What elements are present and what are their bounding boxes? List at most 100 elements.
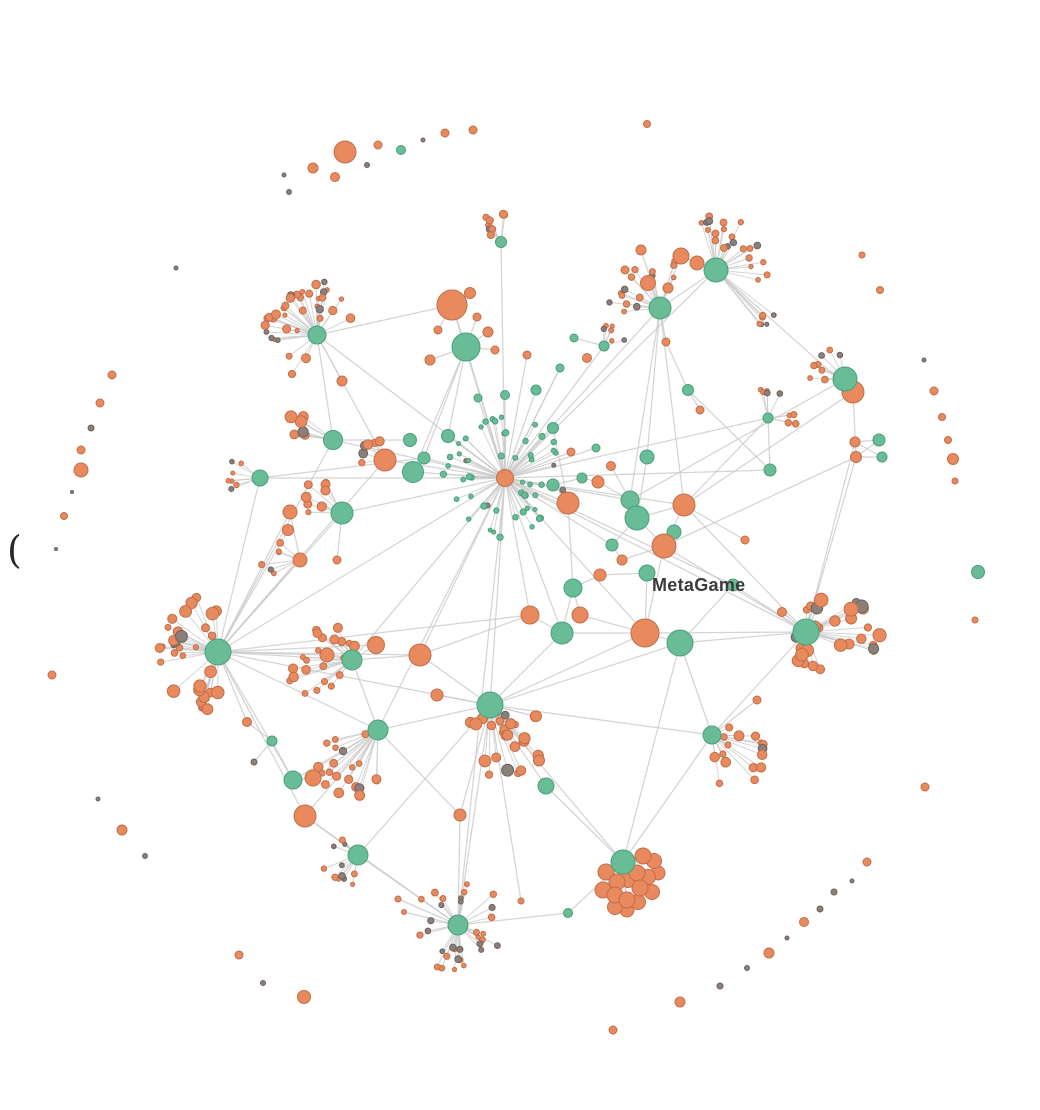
graph-node[interactable] xyxy=(608,1025,618,1035)
graph-node[interactable] xyxy=(569,333,579,343)
graph-node[interactable] xyxy=(250,758,258,766)
graph-node[interactable] xyxy=(632,302,641,311)
graph-node[interactable] xyxy=(251,469,269,487)
graph-node[interactable] xyxy=(364,162,370,168)
graph-node[interactable] xyxy=(282,504,298,520)
graph-node[interactable] xyxy=(716,982,724,990)
graph-node[interactable] xyxy=(242,717,252,727)
graph-node[interactable] xyxy=(563,578,583,598)
graph-node[interactable] xyxy=(424,927,432,935)
graph-node[interactable] xyxy=(501,729,514,741)
graph-node[interactable] xyxy=(285,293,296,303)
graph-node[interactable] xyxy=(476,691,504,719)
graph-node[interactable] xyxy=(420,137,426,143)
graph-node[interactable] xyxy=(725,723,734,732)
graph-node[interactable] xyxy=(491,418,499,425)
graph-node[interactable] xyxy=(173,265,179,271)
graph-node[interactable] xyxy=(810,361,818,370)
graph-node[interactable] xyxy=(719,750,727,758)
graph-node[interactable] xyxy=(719,218,728,227)
graph-node[interactable] xyxy=(367,636,385,654)
graph-node[interactable] xyxy=(282,312,288,318)
graph-node[interactable] xyxy=(321,278,328,286)
graph-node[interactable] xyxy=(87,424,95,432)
graph-node[interactable] xyxy=(538,481,545,488)
graph-node[interactable] xyxy=(179,605,192,618)
graph-node[interactable] xyxy=(849,878,855,884)
graph-node[interactable] xyxy=(704,226,711,234)
graph-node[interactable] xyxy=(551,462,557,468)
graph-node[interactable] xyxy=(417,451,431,465)
graph-node[interactable] xyxy=(157,658,165,666)
graph-node[interactable] xyxy=(522,437,529,445)
graph-node[interactable] xyxy=(170,649,179,657)
graph-node[interactable] xyxy=(527,481,533,488)
graph-node[interactable] xyxy=(643,120,651,128)
graph-node[interactable] xyxy=(338,872,346,880)
graph-node[interactable] xyxy=(843,601,859,617)
graph-node[interactable] xyxy=(876,286,884,294)
graph-node[interactable] xyxy=(496,469,514,487)
graph-node[interactable] xyxy=(166,684,181,698)
graph-node[interactable] xyxy=(795,647,809,662)
graph-node[interactable] xyxy=(631,879,649,897)
graph-node[interactable] xyxy=(608,327,615,334)
graph-node[interactable] xyxy=(593,568,607,582)
graph-node[interactable] xyxy=(872,628,887,643)
graph-node[interactable] xyxy=(620,285,629,294)
graph-node[interactable] xyxy=(463,435,469,442)
graph-node[interactable] xyxy=(211,685,225,700)
graph-node[interactable] xyxy=(502,429,510,437)
graph-node[interactable] xyxy=(836,351,844,359)
graph-node[interactable] xyxy=(672,247,690,265)
graph-node[interactable] xyxy=(755,276,761,283)
graph-node[interactable] xyxy=(469,717,483,731)
graph-node[interactable] xyxy=(720,226,728,233)
graph-node[interactable] xyxy=(348,764,356,771)
graph-node[interactable] xyxy=(201,703,214,716)
graph-node[interactable] xyxy=(373,140,383,150)
graph-node[interactable] xyxy=(95,796,101,802)
graph-node[interactable] xyxy=(331,735,339,743)
graph-node[interactable] xyxy=(520,491,529,499)
graph-node[interactable] xyxy=(622,300,631,308)
graph-node[interactable] xyxy=(547,422,559,434)
graph-node[interactable] xyxy=(465,473,473,481)
graph-node[interactable] xyxy=(371,774,382,785)
graph-node[interactable] xyxy=(271,309,281,320)
graph-node[interactable] xyxy=(478,754,492,768)
graph-node[interactable] xyxy=(760,259,767,266)
graph-node[interactable] xyxy=(341,649,363,671)
graph-node[interactable] xyxy=(204,638,232,666)
graph-node[interactable] xyxy=(294,415,308,428)
graph-node[interactable] xyxy=(167,613,178,624)
graph-node[interactable] xyxy=(70,490,74,494)
graph-node[interactable] xyxy=(238,460,244,467)
graph-node[interactable] xyxy=(320,678,329,686)
graph-node[interactable] xyxy=(530,710,542,723)
graph-node[interactable] xyxy=(464,287,476,299)
graph-node[interactable] xyxy=(920,782,930,792)
graph-node[interactable] xyxy=(312,628,323,639)
graph-node[interactable] xyxy=(289,429,300,440)
graph-node[interactable] xyxy=(333,787,345,799)
graph-node[interactable] xyxy=(320,779,330,789)
graph-node[interactable] xyxy=(319,662,328,671)
graph-node[interactable] xyxy=(478,946,485,953)
graph-node[interactable] xyxy=(591,475,605,489)
graph-node[interactable] xyxy=(461,962,467,969)
graph-node[interactable] xyxy=(951,477,959,485)
graph-node[interactable] xyxy=(164,623,172,631)
graph-node[interactable] xyxy=(336,375,348,387)
graph-node[interactable] xyxy=(566,447,576,457)
graph-node[interactable] xyxy=(95,398,105,408)
graph-node[interactable] xyxy=(485,216,494,225)
graph-node[interactable] xyxy=(185,596,198,610)
graph-node[interactable] xyxy=(500,390,510,400)
graph-node[interactable] xyxy=(451,966,458,973)
graph-node[interactable] xyxy=(535,515,543,523)
graph-node[interactable] xyxy=(512,454,519,461)
graph-node[interactable] xyxy=(205,606,220,621)
graph-node[interactable] xyxy=(763,271,771,279)
